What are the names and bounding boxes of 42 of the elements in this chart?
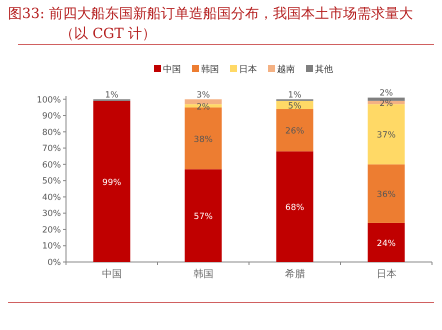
data-label: 99% xyxy=(102,178,122,188)
y-tick-label: 70% xyxy=(42,144,61,154)
bar xyxy=(276,151,314,262)
legend-label: 韩国 xyxy=(201,64,219,75)
data-label: 24% xyxy=(376,238,396,249)
y-tick-label: 90% xyxy=(42,112,61,122)
y-tick-label: 30% xyxy=(42,209,61,220)
bar xyxy=(184,169,222,262)
x-tick-label: 中国 xyxy=(102,268,122,280)
x-tick-label: 日本 xyxy=(376,268,396,280)
y-tick-label: 0% xyxy=(48,258,61,268)
data-label: 1% xyxy=(288,90,302,100)
y-tick-label: 10% xyxy=(42,242,61,252)
data-label: 37% xyxy=(376,130,396,141)
legend-label: 越南 xyxy=(277,64,295,75)
bar xyxy=(368,98,405,101)
data-label: 2% xyxy=(380,99,393,110)
data-label: 2% xyxy=(380,88,393,99)
bar xyxy=(368,222,405,262)
legend-label: 中国 xyxy=(163,64,181,75)
chart-title: 图33: 前四大船东国新船订单造船国分布，我国本土市场需求量大（以 CGT 计） xyxy=(8,5,414,44)
bar xyxy=(93,100,130,262)
y-tick-label: 40% xyxy=(42,192,61,203)
data-label: 5% xyxy=(288,101,302,112)
x-tick-label: 韩国 xyxy=(193,268,214,280)
data-label: 36% xyxy=(376,190,396,200)
data-label: 57% xyxy=(194,212,213,222)
data-label: 3% xyxy=(196,90,210,100)
y-tick-label: 50% xyxy=(42,176,61,187)
legend-label: 日本 xyxy=(239,64,257,75)
bar xyxy=(368,164,405,223)
y-tick-label: 60% xyxy=(42,160,61,170)
y-tick-label: 100% xyxy=(36,95,61,106)
x-tick-label: 希腊 xyxy=(284,268,305,280)
bar xyxy=(276,109,314,152)
y-tick-label: 80% xyxy=(42,128,61,138)
data-label: 26% xyxy=(285,126,304,137)
legend-label: 其他 xyxy=(315,64,333,75)
data-label: 68% xyxy=(285,203,304,214)
y-tick-label: 20% xyxy=(42,225,61,236)
data-label: 1% xyxy=(105,90,118,100)
data-label: 38% xyxy=(194,134,213,145)
